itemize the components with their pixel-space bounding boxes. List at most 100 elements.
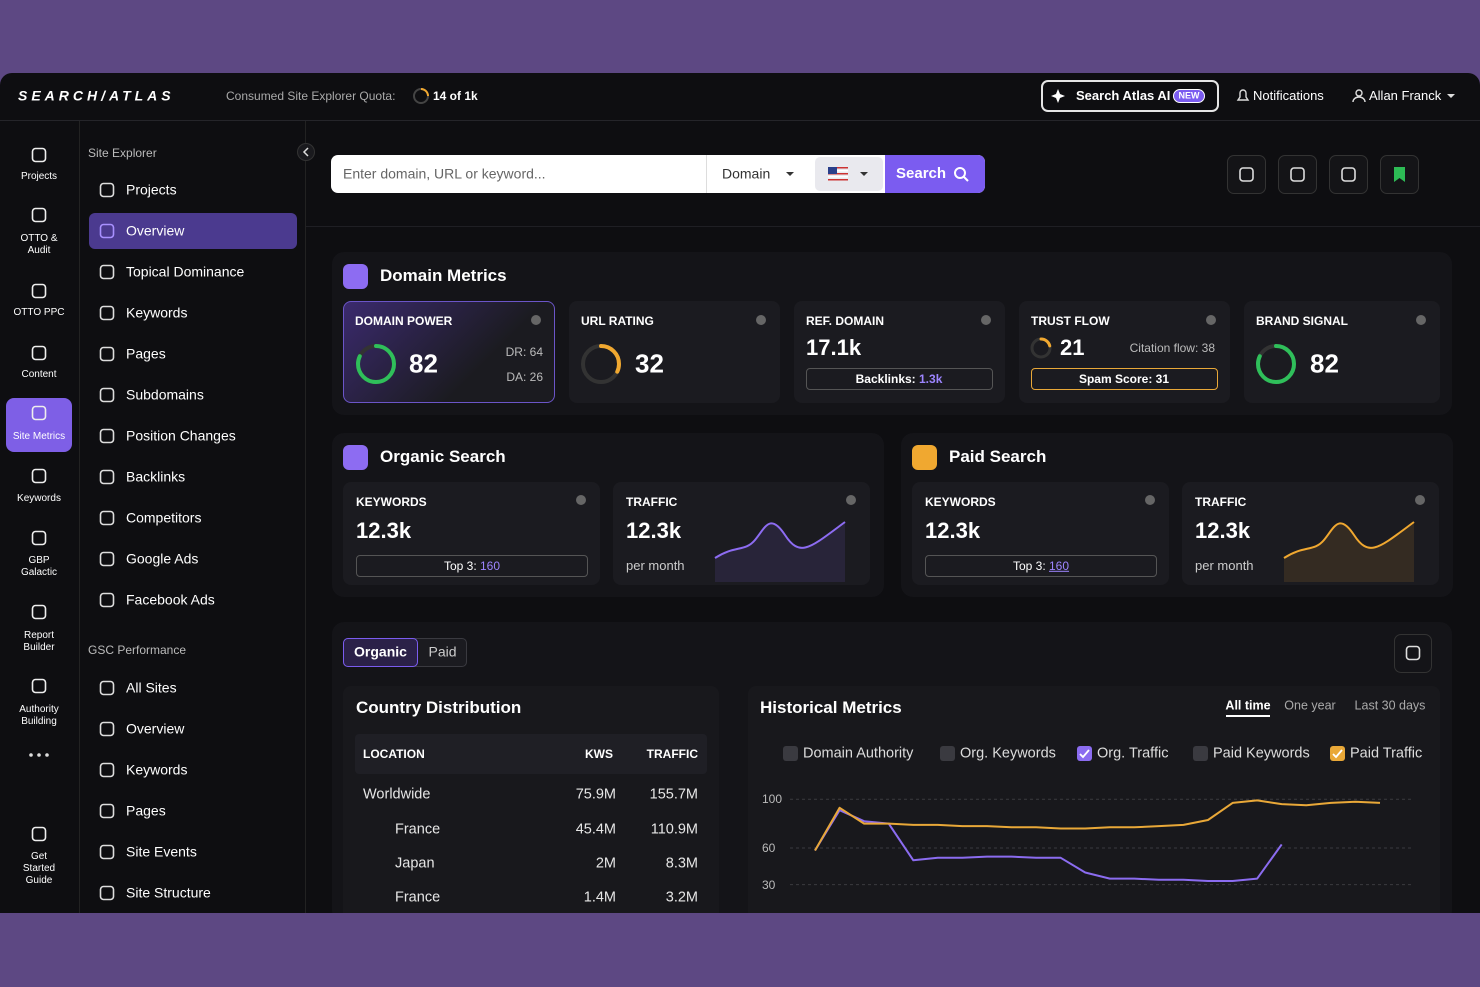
rail-label[interactable]: Keywords	[17, 493, 61, 504]
sidebar-item[interactable]: Site Structure	[126, 884, 211, 901]
metric-card	[1019, 301, 1230, 403]
table-cell: 2M	[595, 855, 616, 872]
sparkle-icon	[1051, 89, 1065, 103]
metric-card	[343, 301, 555, 403]
icon	[99, 223, 115, 239]
sidebar-item[interactable]: Pages	[126, 802, 166, 819]
rail-label[interactable]: Started	[22, 863, 56, 874]
rail-label[interactable]: Galactic	[20, 567, 58, 578]
sidebar-item[interactable]: Facebook Ads	[126, 591, 215, 608]
rail-label[interactable]: Site Metrics	[12, 431, 66, 442]
rail-label[interactable]: OTTO PPC	[13, 307, 65, 318]
rail-label[interactable]: Builder	[23, 642, 55, 653]
info-icon	[1145, 495, 1155, 505]
y-tick-label: 60	[762, 840, 776, 855]
legend-label[interactable]: Domain Authority	[803, 745, 914, 762]
bell-icon	[1236, 89, 1250, 101]
sidebar-item[interactable]: Overview	[126, 720, 185, 737]
sidebar-item[interactable]: Subdomains	[126, 386, 204, 403]
tab[interactable]: Organic	[354, 643, 407, 660]
ai-button[interactable]	[1041, 80, 1219, 112]
rail-label[interactable]: Get	[30, 851, 48, 862]
user-icon	[1355, 89, 1363, 97]
rail-label[interactable]: Authority	[19, 704, 59, 715]
sidebar-item[interactable]: Position Changes	[126, 427, 236, 444]
rail-label[interactable]: Guide	[25, 875, 53, 886]
collapse-button[interactable]	[297, 143, 315, 161]
sidebar-item[interactable]: Competitors	[126, 509, 202, 526]
range-filter[interactable]: Last 30 days	[1354, 698, 1426, 713]
series-line	[814, 799, 1381, 851]
legend-label[interactable]: Org. Keywords	[960, 745, 1056, 762]
chevron	[302, 147, 309, 157]
table-cell: Japan	[395, 855, 435, 872]
rail-label[interactable]: GBP	[28, 555, 50, 566]
legend-checkbox[interactable]	[783, 746, 798, 761]
sidebar-section: GSC Performance	[88, 642, 187, 657]
app-window: SEARCH/ATLAS Consumed Site Explorer Quota…	[0, 73, 1480, 913]
icon	[99, 264, 115, 280]
rail-label[interactable]: Report	[23, 630, 55, 641]
sidebar-item[interactable]: Keywords	[126, 304, 188, 321]
legend-checkbox[interactable]	[940, 746, 955, 761]
icon	[1239, 167, 1254, 182]
panel-icon	[343, 264, 368, 289]
rail-label[interactable]: Audit	[27, 245, 51, 256]
rail-label[interactable]: OTTO &	[20, 233, 58, 244]
metric-label: BRAND SIGNAL	[1256, 313, 1348, 328]
sidebar-item[interactable]: Overview	[126, 222, 185, 239]
range-filter[interactable]: All time	[1225, 698, 1271, 713]
range-filter[interactable]: One year	[1284, 698, 1336, 713]
icon	[31, 207, 47, 223]
sidebar-item[interactable]: Site Events	[126, 843, 197, 860]
user-name[interactable]: Allan Franck	[1369, 88, 1442, 104]
info-icon	[981, 315, 991, 325]
action-button[interactable]	[1329, 155, 1368, 194]
check-mark	[1079, 749, 1090, 759]
icon	[99, 762, 115, 778]
rail-label[interactable]: Projects	[20, 171, 58, 182]
metric-sub: per month	[1195, 558, 1254, 574]
action-button[interactable]	[1227, 155, 1266, 194]
rail-label[interactable]: Content	[21, 369, 57, 380]
table-cell: 1.4M	[583, 889, 616, 906]
metric-label: KEYWORDS	[925, 494, 996, 509]
icon	[99, 680, 115, 696]
notifications[interactable]: Notifications	[1253, 88, 1324, 104]
rail-label[interactable]: Building	[21, 716, 57, 727]
sidebar-item[interactable]: Google Ads	[126, 550, 199, 567]
info-icon	[1415, 495, 1425, 505]
search-mode[interactable]: Domain	[722, 165, 771, 182]
icon	[99, 551, 115, 567]
action-button[interactable]	[1278, 155, 1317, 194]
icon	[99, 182, 115, 198]
legend-checkbox[interactable]	[1193, 746, 1208, 761]
country-card	[343, 686, 719, 913]
metric-label: URL RATING	[581, 313, 654, 328]
sidebar-item[interactable]: Projects	[126, 181, 177, 198]
backlinks: Backlinks: 1.3k	[856, 372, 943, 386]
metric-label: DOMAIN POWER	[355, 313, 453, 328]
sidebar-item[interactable]: Pages	[126, 345, 166, 362]
info-icon	[756, 315, 766, 325]
panel-title: Paid Search	[949, 446, 1047, 466]
search-button[interactable]	[885, 155, 985, 193]
table-cell: 155.7M	[649, 786, 698, 803]
caret	[1447, 94, 1455, 98]
sidebar-item[interactable]: Backlinks	[126, 468, 186, 485]
flag-select[interactable]	[815, 157, 883, 191]
sidebar-item[interactable]: All Sites	[126, 679, 177, 696]
legend-label[interactable]: Paid Traffic	[1350, 745, 1423, 762]
text-part: Top 3:	[1012, 558, 1046, 573]
legend-label[interactable]: Org. Traffic	[1097, 745, 1169, 762]
icon	[31, 345, 47, 361]
tab[interactable]: Paid	[428, 643, 457, 660]
icon	[99, 803, 115, 819]
export-button[interactable]	[1394, 634, 1432, 673]
sidebar-item[interactable]: Keywords	[126, 761, 188, 778]
sidebar-item[interactable]: Topical Dominance	[126, 263, 245, 280]
icon	[99, 428, 115, 444]
metric-label: TRAFFIC	[1195, 494, 1247, 509]
panel-title: Domain Metrics	[380, 265, 507, 285]
legend-label[interactable]: Paid Keywords	[1213, 745, 1310, 762]
